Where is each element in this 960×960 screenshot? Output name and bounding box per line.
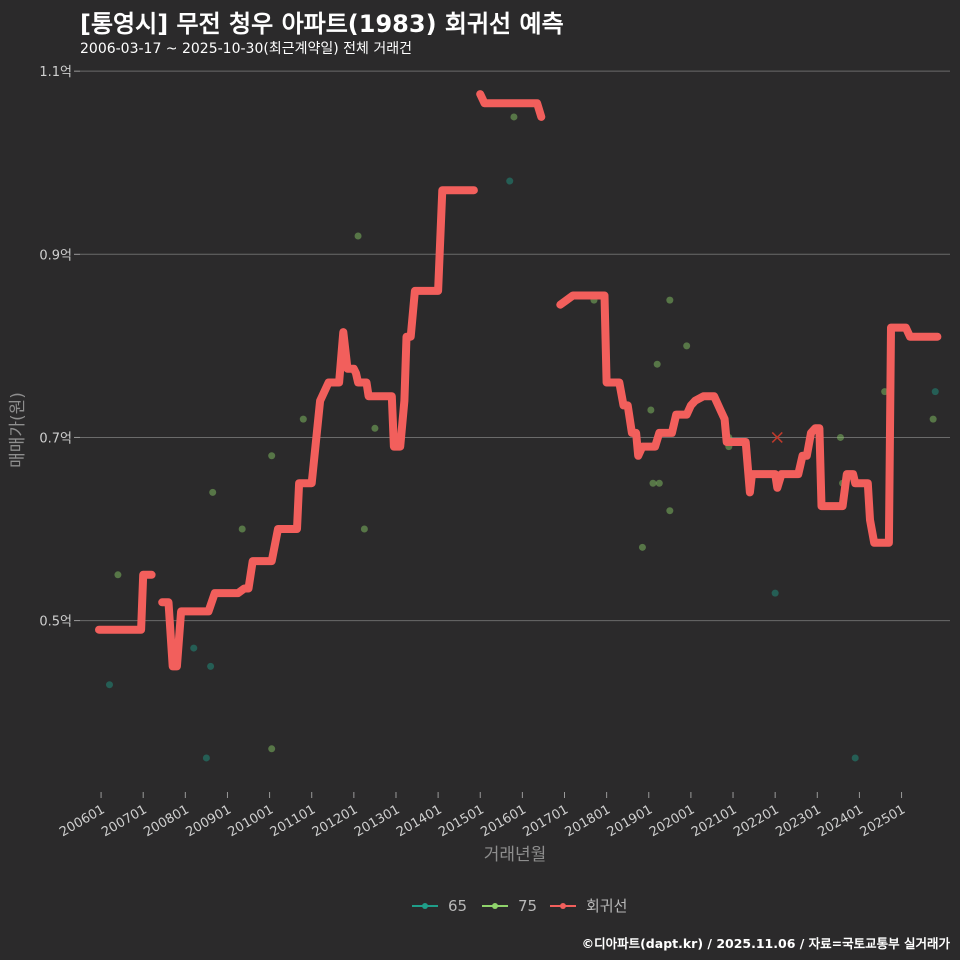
scatter-point-75 — [268, 452, 276, 460]
scatter-point-75 — [666, 507, 674, 515]
y-tick-label: 0.7억 — [39, 431, 72, 446]
y-axis: 0.5억 0.7억 0.9억 1.1억 — [39, 65, 80, 630]
scatter-point-65 — [931, 388, 939, 396]
y-axis-title: 매매가(원) — [8, 392, 28, 468]
x-tick-label: 201601 — [478, 802, 528, 840]
x-tick-label: 200701 — [99, 802, 149, 840]
legend-swatch-dot — [492, 903, 498, 909]
x-tick-label: 201201 — [310, 802, 360, 840]
x-tick-label: 202001 — [647, 802, 697, 840]
source-caption: ©디아파트(dapt.kr) / 2025.11.06 / 자료=국토교통부 실… — [581, 936, 950, 951]
x-tick-label: 201701 — [521, 802, 571, 840]
x-marker-stroke — [771, 431, 783, 443]
x-tick-label: 201501 — [436, 802, 486, 840]
scatter-point-75 — [354, 232, 362, 240]
scatter-point-75 — [666, 296, 674, 304]
scatter-point-65 — [190, 644, 198, 652]
scatter-point-75 — [638, 543, 646, 551]
scatter-point-75 — [655, 479, 663, 487]
x-tick-label: 202401 — [815, 802, 865, 840]
y-tick-label: 1.1억 — [39, 65, 72, 80]
scatter-point-65 — [105, 681, 113, 689]
scatter-point-75 — [929, 415, 937, 423]
chart-title: [통영시] 무전 청우 아파트(1983) 회귀선 예측 — [80, 10, 564, 38]
regression-segment-1 — [95, 570, 156, 634]
legend-label: 75 — [518, 897, 537, 915]
x-tick-label: 201401 — [394, 802, 444, 840]
scatter-point-75 — [209, 488, 217, 496]
y-tick-label: 0.9억 — [39, 248, 72, 263]
y-tick-label: 0.5억 — [39, 615, 72, 630]
scatter-point-65 — [207, 662, 215, 670]
regression-segment-2 — [158, 186, 478, 671]
legend-item-regression: 회귀선 — [550, 897, 627, 915]
scatter-point-65 — [851, 754, 859, 762]
regression-segment-3 — [476, 90, 546, 121]
grid-lines — [80, 70, 950, 622]
x-tick-label: 201901 — [605, 802, 655, 840]
scatter-point-75 — [268, 745, 276, 753]
x-tick-label: 201101 — [268, 802, 318, 840]
x-tick-label: 201801 — [563, 802, 613, 840]
regression-segment-4 — [556, 291, 942, 547]
x-axis: 2006012007012008012009012010012011012012… — [57, 792, 908, 840]
legend-label: 회귀선 — [586, 897, 627, 915]
x-marker — [771, 431, 783, 443]
scatter-point-75 — [836, 433, 844, 441]
x-tick-label: 201001 — [226, 802, 276, 840]
x-tick-label: 202101 — [689, 802, 739, 840]
x-tick-label: 202201 — [731, 802, 781, 840]
x-tick-label: 202501 — [858, 802, 908, 840]
scatter-point-75 — [371, 424, 379, 432]
legend-swatch-dot — [560, 903, 566, 909]
scatter-point-65 — [506, 177, 514, 185]
scatter-point-75 — [238, 525, 246, 533]
legend-label: 65 — [448, 897, 467, 915]
x-tick-label: 200601 — [57, 802, 107, 840]
x-tick-label: 202301 — [773, 802, 823, 840]
x-tick-label: 201301 — [352, 802, 402, 840]
scatter-point-75 — [683, 342, 691, 350]
scatter-point-75 — [653, 360, 661, 368]
x-tick-label: 200801 — [141, 802, 191, 840]
scatter-point-75 — [299, 415, 307, 423]
scatter-point-75 — [114, 571, 122, 579]
scatter-point-75 — [647, 406, 655, 414]
scatter-point-75 — [510, 113, 518, 121]
chart-subtitle: 2006-03-17 ~ 2025-10-30(최근계약일) 전체 거래건 — [80, 41, 412, 57]
scatter-point-75 — [649, 479, 657, 487]
legend: 65 75 회귀선 — [412, 897, 627, 915]
legend-item-s75: 75 — [482, 897, 537, 915]
legend-swatch-dot — [422, 903, 428, 909]
x-tick-label: 200901 — [184, 802, 234, 840]
regression-line — [95, 90, 942, 671]
x-markers — [771, 431, 783, 443]
legend-item-s65: 65 — [412, 897, 467, 915]
scatter-point-65 — [771, 589, 779, 597]
scatter-point-65 — [202, 754, 210, 762]
x-axis-title: 거래년월 — [484, 845, 547, 865]
scatter-point-75 — [360, 525, 368, 533]
